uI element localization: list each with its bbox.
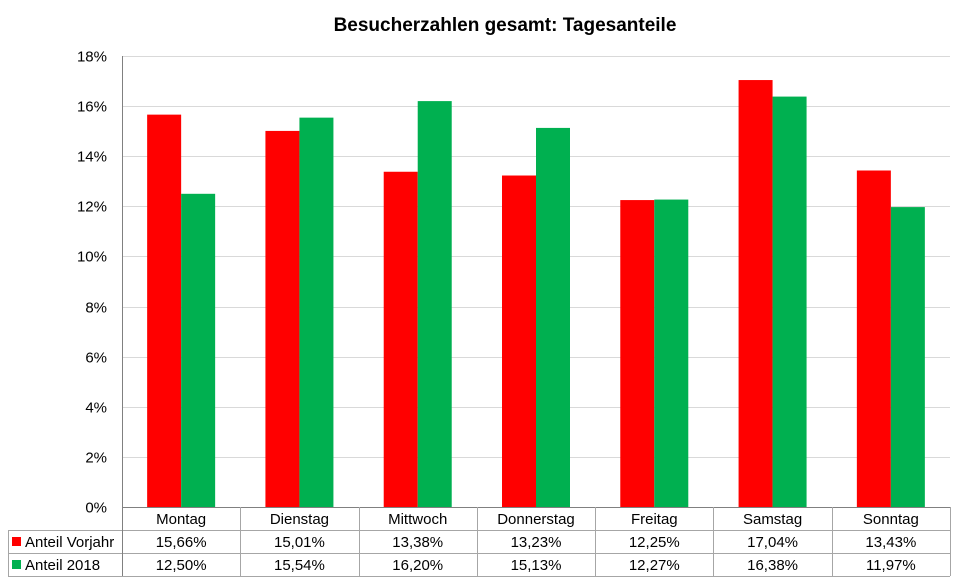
bar-2018-sonntag	[890, 207, 925, 507]
y-tick-label: 2%	[85, 450, 107, 467]
bar-2018-samstag	[772, 96, 807, 507]
y-tick-label: 6%	[85, 350, 107, 367]
x-tick-label-samstag: Samstag	[743, 511, 802, 528]
bar-vorjahr-samstag	[738, 80, 773, 507]
legend-key-2018	[12, 560, 21, 569]
y-tick-label: 16%	[77, 99, 107, 116]
data-label: 15,54%	[274, 557, 325, 574]
y-tick-label: 4%	[85, 400, 107, 417]
bars	[147, 80, 925, 508]
data-label: 13,23%	[511, 534, 562, 551]
bar-2018-donnerstag	[536, 127, 570, 507]
bar-vorjahr-sonntag	[856, 170, 891, 507]
data-label: 13,43%	[865, 534, 916, 551]
y-tick-label: 18%	[77, 49, 107, 66]
data-label: 16,20%	[392, 557, 443, 574]
data-table: Montag Dienstag Mittwoch Donnerstag Freitag S…	[8, 56, 951, 577]
bar-2018-freitag	[654, 199, 689, 507]
y-tick-label: 12%	[77, 199, 107, 216]
legend-key-vorjahr	[12, 537, 21, 546]
data-label: 15,66%	[156, 534, 207, 551]
data-label: 16,38%	[747, 557, 798, 574]
x-tick-label-dienstag: Dienstag	[270, 511, 329, 528]
legend-label: Anteil 2018	[25, 557, 100, 574]
bar-2018-mittwoch	[417, 101, 452, 507]
y-axis-tick-labels: 0% 2% 4% 6% 8% 10% 12% 14% 16% 18%	[77, 49, 107, 517]
bar-vorjahr-montag	[147, 114, 182, 507]
x-tick-label-mittwoch: Mittwoch	[388, 511, 447, 528]
bar-vorjahr-donnerstag	[502, 175, 536, 507]
y-tick-label: 14%	[77, 149, 107, 166]
data-label: 11,97%	[866, 557, 916, 574]
data-label: 12,25%	[629, 534, 680, 551]
data-label: 13,38%	[392, 534, 443, 551]
data-label: 17,04%	[747, 534, 798, 551]
data-label: 15,01%	[274, 534, 325, 551]
x-tick-label-sonntag: Sonntag	[863, 511, 919, 528]
bar-vorjahr-freitag	[620, 200, 655, 507]
data-label: 12,27%	[629, 557, 680, 574]
chart-title: Besucherzahlen gesamt: Tagesanteile	[333, 15, 677, 36]
data-label: 12,50%	[156, 557, 207, 574]
y-tick-label: 0%	[85, 500, 107, 517]
bar-2018-montag	[181, 193, 216, 508]
x-tick-label-donnerstag: Donnerstag	[497, 511, 575, 528]
x-tick-label-montag: Montag	[156, 511, 206, 528]
y-tick-label: 10%	[77, 249, 107, 266]
bar-2018-dienstag	[299, 117, 334, 508]
y-tick-label: 8%	[85, 300, 107, 317]
x-tick-label-freitag: Freitag	[631, 511, 678, 528]
data-label: 15,13%	[511, 557, 562, 574]
legend-label: Anteil Vorjahr	[25, 534, 114, 551]
bar-vorjahr-dienstag	[265, 130, 300, 507]
bar-vorjahr-mittwoch	[383, 171, 418, 508]
